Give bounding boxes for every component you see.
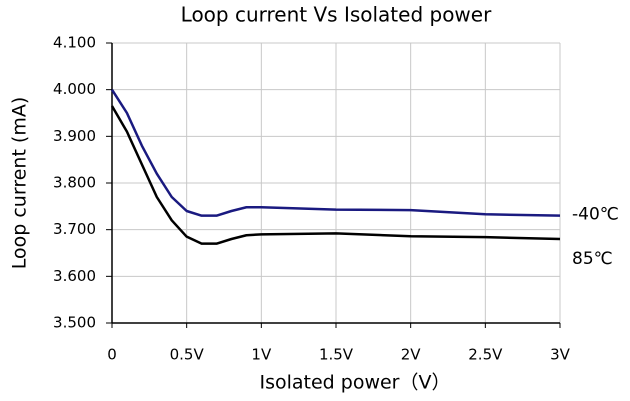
y-axis-title: Loop current (mA) — [9, 97, 31, 270]
x-tick-label: 2V — [401, 346, 422, 364]
x-tick-label: 0.5V — [170, 346, 205, 364]
x-tick-label: 1V — [251, 346, 272, 364]
y-tick-label: 3.500 — [53, 314, 96, 332]
y-tick-label: 3.700 — [53, 220, 96, 238]
x-axis-title: Isolated power（V） — [259, 372, 450, 394]
line-series — [110, 105, 561, 245]
y-tick-label: 4.100 — [53, 34, 96, 52]
y-tick-label: 3.900 — [53, 127, 96, 145]
chart-title: Loop current Vs Isolated power — [181, 3, 492, 27]
series-label: 85℃ — [572, 249, 613, 269]
line-series — [110, 88, 561, 217]
x-tick-label: 0 — [107, 346, 117, 364]
y-tick-label: 4.000 — [53, 80, 96, 98]
x-tick-label: 2.5V — [468, 346, 503, 364]
x-tick-label: 3V — [550, 346, 571, 364]
y-tick-label: 3.800 — [53, 174, 96, 192]
x-tick-label: 1.5V — [319, 346, 354, 364]
series-label: -40℃ — [572, 205, 619, 225]
y-tick-label: 3.600 — [53, 267, 96, 285]
